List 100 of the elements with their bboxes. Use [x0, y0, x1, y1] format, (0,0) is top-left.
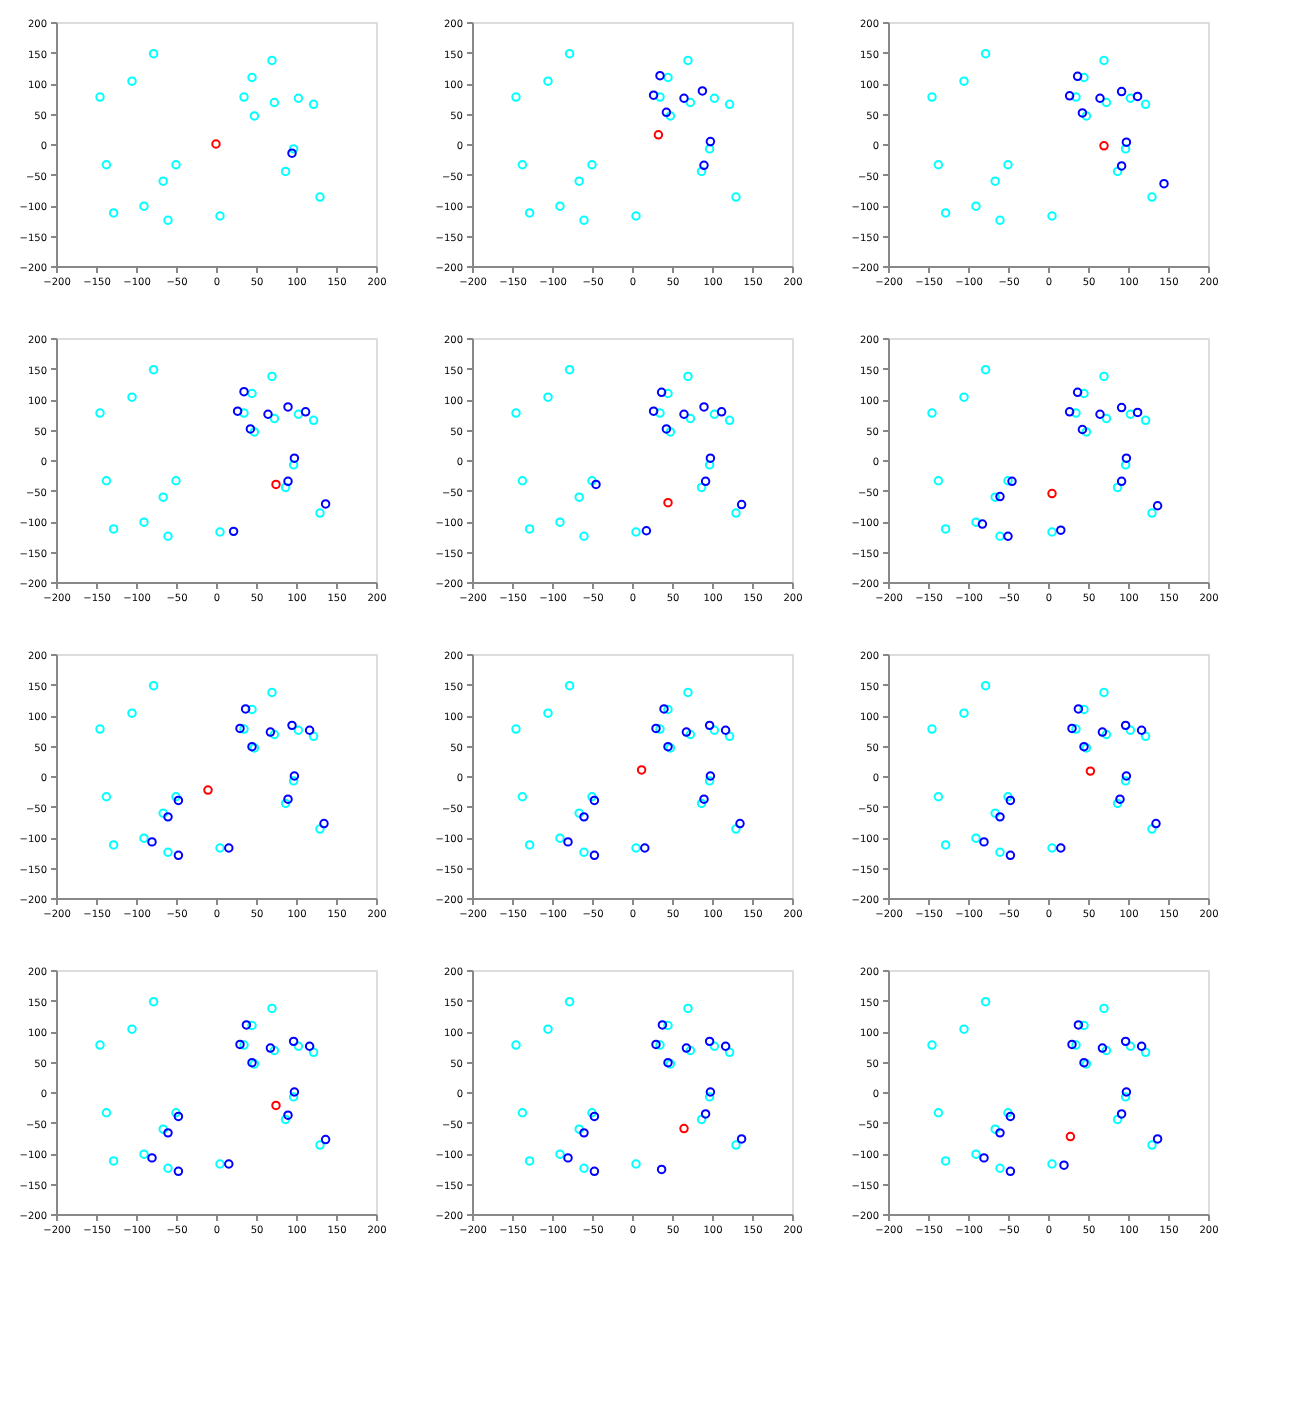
point — [1112, 1114, 1123, 1125]
point — [1072, 71, 1083, 82]
point — [1079, 704, 1089, 715]
point — [1099, 55, 1109, 66]
point — [589, 1166, 600, 1177]
point — [127, 1024, 137, 1034]
point — [704, 1036, 715, 1047]
point — [1099, 141, 1109, 151]
point — [511, 724, 521, 734]
point — [587, 160, 597, 170]
point — [980, 680, 991, 691]
point — [735, 818, 745, 829]
point — [1095, 409, 1105, 419]
point — [267, 55, 277, 66]
point — [101, 476, 112, 486]
point — [308, 99, 319, 110]
point — [709, 409, 720, 419]
point — [655, 70, 665, 81]
point — [315, 192, 325, 202]
point — [543, 392, 553, 402]
point — [1140, 99, 1151, 110]
point — [995, 215, 1005, 225]
point — [108, 208, 119, 218]
point — [656, 1164, 667, 1175]
point — [995, 531, 1005, 541]
point — [933, 792, 944, 802]
point — [224, 843, 234, 853]
point — [139, 833, 149, 843]
point — [709, 93, 720, 103]
point — [995, 812, 1005, 822]
point — [555, 833, 565, 843]
point — [108, 1156, 119, 1166]
point — [1152, 501, 1163, 511]
point — [705, 453, 716, 463]
point — [1099, 371, 1109, 382]
point — [563, 837, 573, 847]
point — [1147, 824, 1157, 834]
point — [700, 476, 711, 487]
point — [171, 160, 181, 170]
point — [683, 1003, 693, 1014]
point — [1073, 1020, 1084, 1030]
point — [280, 482, 291, 493]
point — [148, 364, 159, 375]
point — [933, 476, 944, 486]
point — [631, 843, 641, 853]
point — [1047, 527, 1057, 537]
point — [283, 794, 293, 804]
point — [679, 409, 689, 419]
point — [1005, 1166, 1016, 1177]
point — [300, 407, 311, 417]
point — [927, 1040, 937, 1050]
point — [990, 808, 1000, 818]
point — [280, 1114, 291, 1125]
point — [215, 1159, 225, 1169]
point — [995, 491, 1005, 502]
point — [564, 996, 575, 1007]
point — [1136, 725, 1147, 735]
point — [293, 725, 304, 735]
point — [979, 837, 989, 847]
point — [127, 708, 137, 718]
point — [283, 1110, 293, 1120]
point — [304, 725, 315, 735]
point — [720, 725, 731, 735]
point — [1136, 1041, 1147, 1051]
point — [1071, 408, 1081, 418]
point — [656, 387, 667, 398]
point — [101, 1108, 112, 1118]
point — [724, 99, 735, 110]
point — [1101, 413, 1112, 424]
point — [940, 208, 951, 218]
point — [990, 176, 1000, 186]
point — [1064, 407, 1075, 417]
point — [139, 1149, 149, 1159]
point — [511, 1040, 521, 1050]
point — [685, 413, 696, 424]
point — [173, 1166, 184, 1177]
point — [1047, 843, 1057, 853]
point — [271, 1100, 281, 1111]
point — [679, 93, 689, 103]
point — [980, 996, 991, 1007]
point — [555, 517, 565, 527]
point — [239, 386, 249, 397]
point — [271, 479, 281, 490]
point — [1159, 178, 1169, 189]
point — [1095, 93, 1105, 103]
point — [315, 824, 325, 834]
point — [1079, 72, 1089, 83]
point — [574, 1124, 584, 1134]
point — [648, 90, 659, 100]
point — [308, 731, 319, 742]
point — [543, 76, 553, 86]
point — [655, 408, 665, 418]
point — [232, 406, 243, 416]
point — [1059, 1160, 1069, 1170]
point — [1116, 86, 1127, 97]
point — [1064, 91, 1075, 101]
point — [247, 388, 257, 399]
point — [1151, 818, 1161, 829]
point — [127, 392, 137, 402]
point — [1147, 1140, 1157, 1150]
